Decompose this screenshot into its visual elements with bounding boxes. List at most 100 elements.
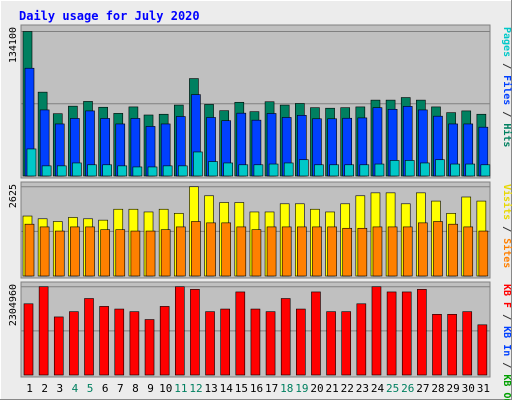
bar-pages <box>268 163 279 177</box>
bar-sites <box>402 226 413 277</box>
bar-sites <box>463 226 474 277</box>
bar-sites <box>448 223 458 277</box>
bar-kb-f <box>401 291 412 376</box>
bar-sites <box>297 226 307 277</box>
bar-kb-f <box>235 291 246 376</box>
bar-kb-f <box>190 289 200 376</box>
x-tick-label: 8 <box>132 382 139 395</box>
bar-sites <box>85 226 95 277</box>
series-label-part: Visits <box>501 184 512 220</box>
bar-pages <box>238 164 249 177</box>
y-max-label: 134100 <box>8 27 19 63</box>
x-tick-label: 16 <box>250 382 263 395</box>
x-tick-label: 22 <box>341 382 354 395</box>
bar-kb-f <box>386 291 397 376</box>
bar-pages <box>465 163 476 177</box>
x-tick-label: 25 <box>386 382 399 395</box>
bar-sites <box>130 230 141 277</box>
panel-bottom: 2304960 KB F / KB In / KB Out <box>8 281 512 400</box>
bar-kb-f <box>220 308 230 376</box>
series-label-part: Pages <box>501 27 512 57</box>
bar-kb-f <box>159 306 170 376</box>
bar-kb-f <box>296 308 306 376</box>
bar-pages <box>344 164 355 177</box>
bar-kb-f <box>38 286 49 376</box>
x-tick-label: 13 <box>204 382 217 395</box>
x-tick-label: 10 <box>159 382 172 395</box>
bar-pages <box>72 162 82 177</box>
series-label-part: / <box>501 220 512 238</box>
bar-kb-f <box>447 314 457 376</box>
x-tick-label: 3 <box>57 382 64 395</box>
series-label-part: Hits <box>501 123 512 147</box>
bar-pages <box>299 159 309 177</box>
panel-middle: 2625 Visits / Sites <box>8 181 512 279</box>
bar-pages <box>435 159 445 177</box>
bar-pages <box>283 162 294 177</box>
bar-pages <box>389 160 400 177</box>
bar-kb-f <box>250 308 261 376</box>
bar-pages <box>102 164 112 177</box>
bar-pages <box>41 165 52 177</box>
bar-sites <box>418 222 428 277</box>
x-tick-label: 26 <box>401 382 414 395</box>
x-tick-label: 17 <box>265 382 278 395</box>
series-label-part: Files <box>501 75 512 105</box>
x-tick-label: 12 <box>189 382 202 395</box>
x-tick-label: 31 <box>477 382 490 395</box>
x-tick-label: 2 <box>41 382 48 395</box>
x-tick-label: 23 <box>356 382 369 395</box>
series-label-part: / <box>501 105 512 123</box>
series-label-part: KB Out <box>501 374 512 400</box>
x-tick-label: 27 <box>416 382 429 395</box>
bar-kb-f <box>265 311 276 376</box>
series-label: Visits / Sites <box>501 184 512 268</box>
x-tick-label: 5 <box>87 382 94 395</box>
bar-sites <box>281 226 292 277</box>
bar-pages <box>147 166 158 177</box>
series-label: Pages / Files / Hits <box>501 27 512 147</box>
bar-pages <box>374 163 385 177</box>
x-tick-label: 4 <box>72 382 79 395</box>
bar-kb-f <box>341 311 352 376</box>
bar-kb-f <box>144 319 155 376</box>
bar-sites <box>100 229 110 277</box>
bar-kb-f <box>417 289 427 376</box>
bar-sites <box>221 222 231 277</box>
bar-kb-f <box>23 303 34 376</box>
bar-kb-f <box>326 311 336 376</box>
series-label-part: / <box>501 308 512 326</box>
bar-kb-f <box>432 314 442 376</box>
x-tick-label: 9 <box>147 382 154 395</box>
bar-kb-f <box>356 303 367 376</box>
bar-pages <box>253 164 264 177</box>
x-tick-label: 7 <box>117 382 124 395</box>
bar-sites <box>24 223 35 277</box>
bar-pages <box>56 165 67 177</box>
bar-sites <box>342 227 353 277</box>
bar-sites <box>357 227 368 277</box>
bar-kb-f <box>280 298 291 376</box>
bar-sites <box>236 226 247 277</box>
bar-pages <box>359 164 370 177</box>
bar-pages <box>117 165 128 177</box>
bar-sites <box>39 226 50 277</box>
x-tick-label: 15 <box>235 382 248 395</box>
bar-kb-f <box>69 311 79 376</box>
x-tick-label: 30 <box>462 382 475 395</box>
bar-kb-f <box>114 308 125 376</box>
x-tick-label: 20 <box>310 382 323 395</box>
bar-kb-f <box>205 311 215 376</box>
bar-sites <box>191 221 201 277</box>
bar-sites <box>160 229 171 277</box>
bar-sites <box>266 226 277 277</box>
series-label: KB F / KB In / KB Out <box>501 284 512 400</box>
bar-sites <box>312 226 322 277</box>
bar-sites <box>54 230 65 277</box>
bar-sites <box>206 222 216 277</box>
bar-kb-f <box>371 286 382 376</box>
series-label-part: Sites <box>501 238 512 268</box>
panel-top: 134100 Pages / Files / Hits <box>8 24 512 179</box>
bar-sites <box>372 226 383 277</box>
